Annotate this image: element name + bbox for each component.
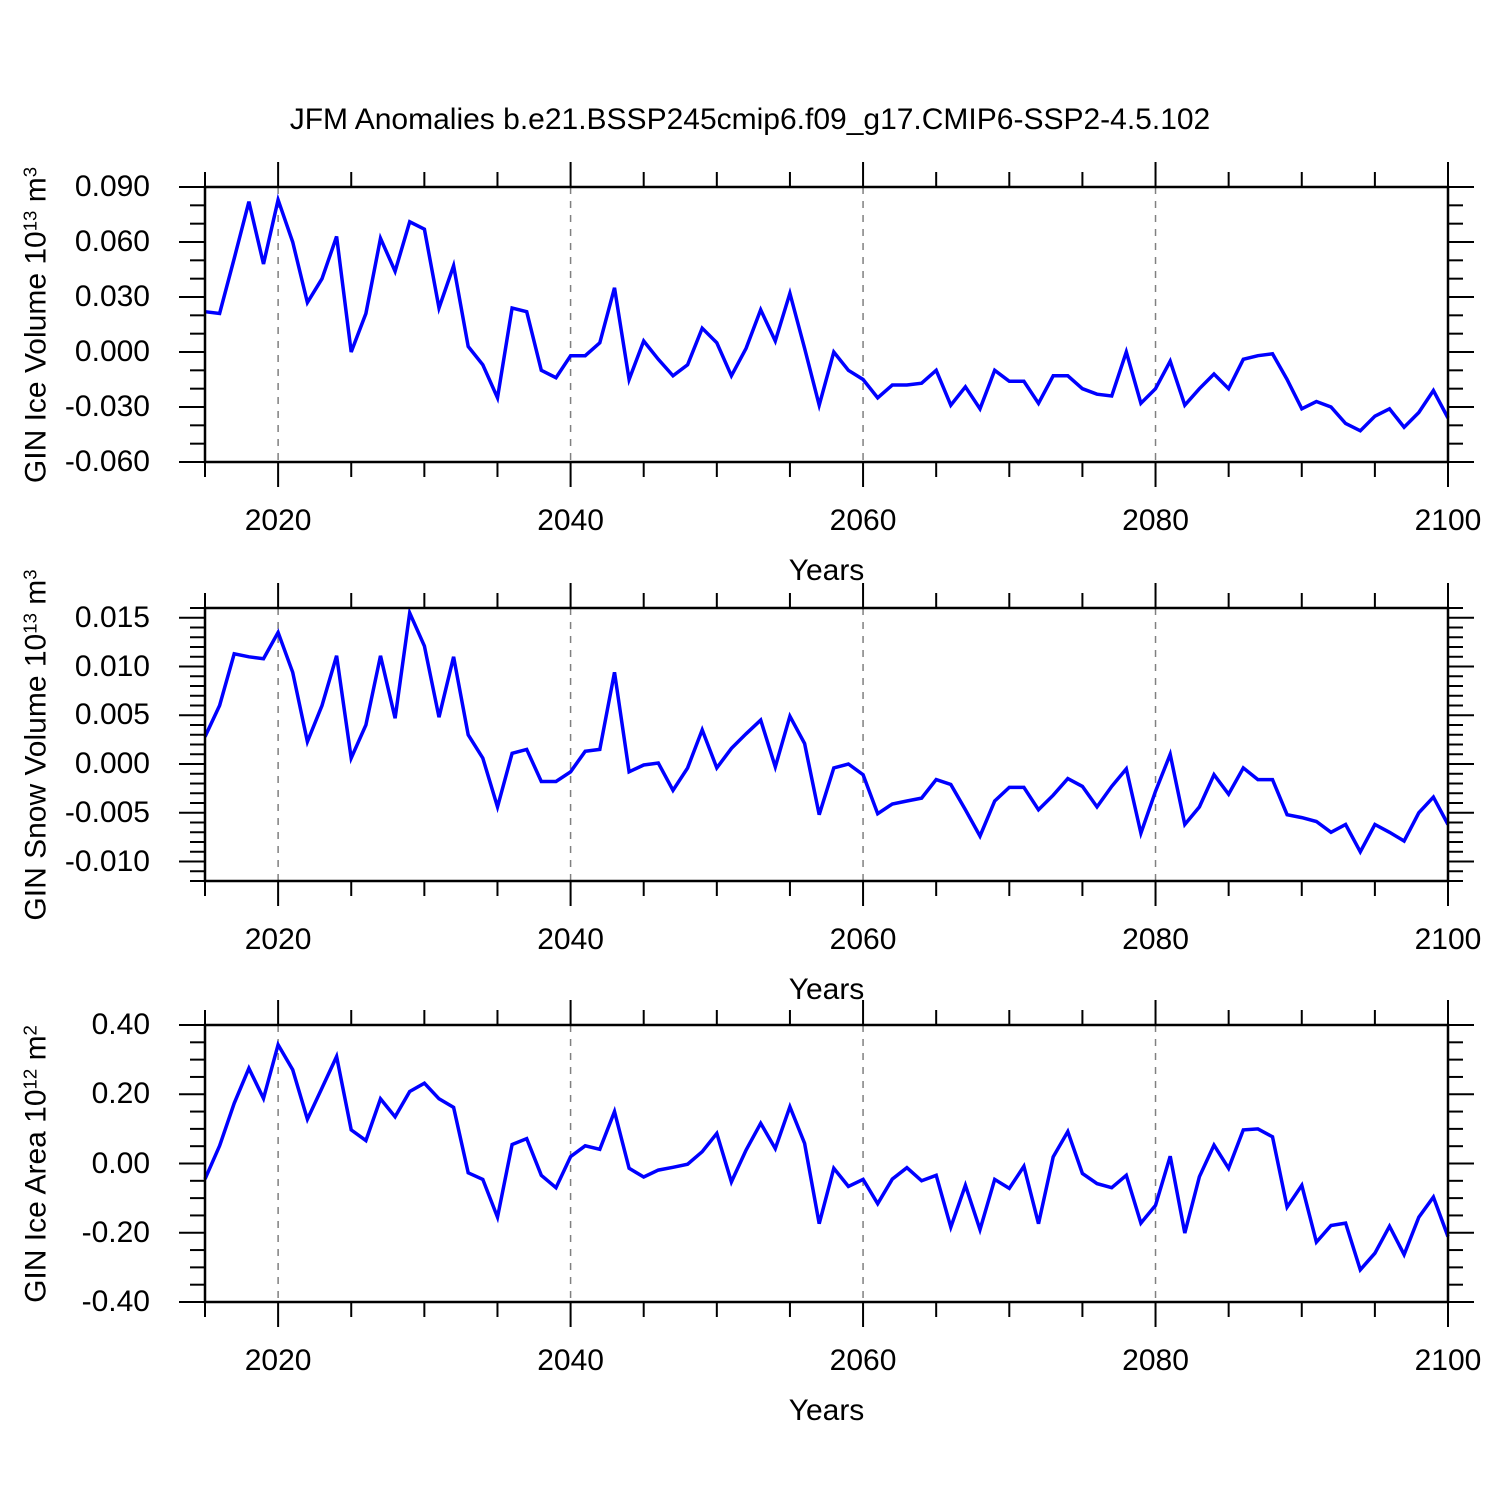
series-line-gin-ice-area — [203, 1040, 1450, 1274]
figure-title: JFM Anomalies b.e21.BSSP245cmip6.f09_g17… — [289, 103, 1211, 136]
y-tick-label: -0.005 — [64, 795, 150, 829]
plot-frame — [203, 185, 1450, 464]
y-tick-label: 0.20 — [91, 1077, 150, 1111]
y-tick-label: 0.00 — [91, 1146, 150, 1180]
x-tick-label: 2040 — [537, 923, 604, 956]
x-tick-label: 2100 — [1414, 923, 1482, 956]
y-tick-label: -0.20 — [81, 1215, 150, 1249]
y-tick-label: -0.030 — [64, 390, 150, 423]
y-tick-label: 0.000 — [74, 335, 150, 368]
x-tick-label: 2060 — [829, 1344, 897, 1377]
y-tick-label: -0.060 — [64, 445, 150, 478]
panel-gin-ice-area — [179, 1000, 1474, 1327]
y-axis-title-gin-ice-area: GIN Ice Area 1012 m2 — [19, 1024, 53, 1303]
x-tick-label: 2100 — [1414, 1344, 1482, 1377]
x-tick-label: 2080 — [1122, 923, 1189, 956]
series-line-gin-snow-volume — [203, 606, 1450, 856]
y-tick-label: 0.090 — [74, 170, 150, 203]
panel-gin-ice-volume — [179, 162, 1474, 487]
y-tick-label: 0.40 — [91, 1008, 150, 1041]
y-tick-label: -0.010 — [64, 844, 150, 878]
y-tick-label: -0.40 — [81, 1285, 150, 1318]
plot-frame — [203, 606, 1450, 883]
y-tick-label: 0.030 — [74, 280, 150, 313]
y-tick-label: 0.005 — [74, 698, 150, 732]
x-tick-label: 2020 — [244, 1344, 312, 1377]
panel-gin-snow-volume — [179, 583, 1474, 906]
x-tick-label: 2080 — [1122, 504, 1189, 537]
x-tick-label: 2040 — [537, 504, 604, 537]
x-tick-label: 2040 — [537, 1344, 604, 1377]
x-tick-label: 2100 — [1414, 504, 1482, 537]
y-axis-title-gin-ice-volume: GIN Ice Volume 1013 m3 — [19, 166, 53, 483]
y-tick-label: 0.010 — [74, 649, 150, 683]
x-axis-title-gin-ice-area: Years — [788, 1394, 865, 1427]
y-tick-label: 0.060 — [74, 225, 150, 258]
x-tick-label: 2060 — [829, 923, 897, 956]
series-line-gin-ice-volume — [204, 193, 1450, 433]
x-tick-label: 2060 — [829, 504, 897, 537]
y-tick-label: 0.000 — [74, 747, 150, 780]
x-axis-title-gin-ice-volume: Years — [788, 554, 865, 587]
x-axis-title-gin-snow-volume: Years — [788, 973, 865, 1006]
x-tick-label: 2080 — [1122, 1344, 1189, 1377]
y-axis-title-gin-snow-volume: GIN Snow Volume 1013 m3 — [19, 568, 53, 921]
x-tick-label: 2020 — [244, 504, 312, 537]
x-tick-label: 2020 — [244, 923, 312, 956]
plot-frame — [203, 1023, 1450, 1304]
y-tick-label: 0.015 — [74, 600, 150, 634]
